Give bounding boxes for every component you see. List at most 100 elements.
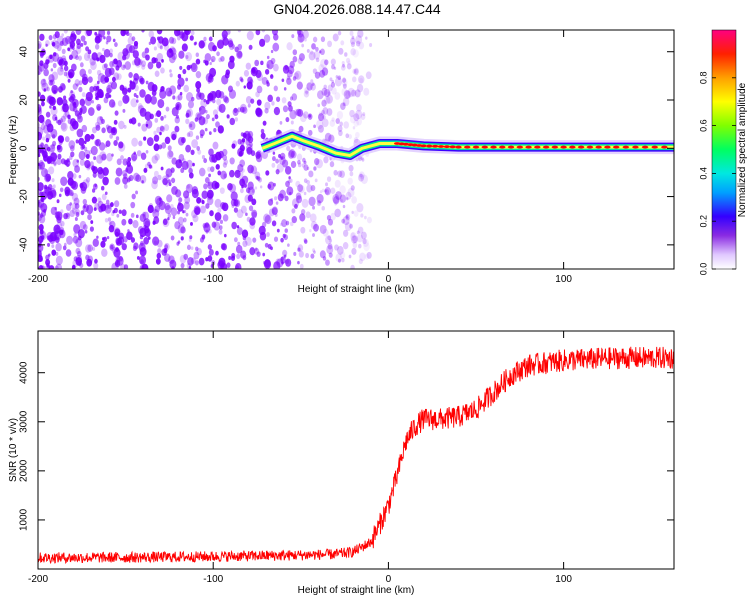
heatmap-cell bbox=[183, 209, 187, 214]
heatmap-cell bbox=[247, 194, 253, 202]
heatmap-cell bbox=[199, 129, 205, 137]
heatmap-cell bbox=[296, 81, 303, 90]
heatmap-cell bbox=[97, 197, 102, 203]
heatmap-cell bbox=[145, 80, 149, 85]
heatmap-cell bbox=[38, 104, 42, 113]
heatmap-cell bbox=[329, 119, 336, 127]
heatmap-cell bbox=[99, 151, 107, 161]
heatmap-cell bbox=[208, 148, 214, 156]
heatmap-cell bbox=[250, 98, 255, 104]
heatmap-cell bbox=[122, 64, 126, 69]
heatmap-cell bbox=[303, 160, 307, 165]
heatmap-cell bbox=[342, 215, 350, 226]
heatmap-cell bbox=[71, 207, 77, 214]
heatmap-cell bbox=[153, 170, 159, 178]
heatmap-cell bbox=[279, 189, 286, 199]
heatmap-cell bbox=[127, 229, 130, 233]
spectrogram-y-tick-label: -20 bbox=[19, 189, 30, 204]
heatmap-cell bbox=[343, 229, 349, 237]
colorbar-tick-label: 0.0 bbox=[698, 263, 708, 276]
heatmap-cell bbox=[63, 71, 68, 77]
heatmap-cell bbox=[267, 183, 272, 189]
snr-series bbox=[38, 346, 674, 565]
heatmap-cell bbox=[240, 132, 245, 137]
heatmap-cell bbox=[263, 34, 271, 43]
heatmap-cell bbox=[122, 94, 130, 104]
heatmap-cell bbox=[109, 52, 113, 58]
heatmap-cell bbox=[366, 216, 372, 224]
heatmap-cell bbox=[105, 199, 110, 205]
heatmap-cell bbox=[179, 91, 183, 96]
heatmap-cell bbox=[147, 204, 154, 214]
heatmap-cell bbox=[350, 48, 356, 56]
heatmap-cell bbox=[276, 96, 281, 102]
heatmap-cell bbox=[306, 184, 313, 193]
heatmap-cell bbox=[233, 237, 238, 243]
heatmap-cell bbox=[264, 242, 269, 248]
heatmap-cell bbox=[245, 212, 248, 216]
heatmap-cell bbox=[97, 166, 104, 175]
heatmap-cell bbox=[68, 54, 73, 60]
heatmap-cell bbox=[92, 238, 99, 248]
heatmap-cell bbox=[270, 74, 274, 78]
heatmap-cell bbox=[44, 169, 49, 175]
snr-x-ticks: -200 -100 0 100 bbox=[28, 331, 572, 585]
ridge-core bbox=[431, 144, 439, 148]
heatmap-cell bbox=[123, 124, 127, 129]
heatmap-cell bbox=[137, 122, 141, 127]
heatmap-cell bbox=[75, 55, 79, 61]
heatmap-cell bbox=[190, 257, 196, 265]
heatmap-cell bbox=[170, 207, 178, 217]
ridge-core bbox=[464, 145, 471, 149]
heatmap-cell bbox=[313, 166, 317, 171]
heatmap-cell bbox=[271, 162, 276, 168]
heatmap-cell bbox=[259, 231, 267, 241]
heatmap-cell bbox=[63, 242, 67, 247]
heatmap-cell bbox=[69, 145, 75, 152]
heatmap-cell bbox=[68, 72, 74, 79]
heatmap-cell bbox=[164, 244, 169, 250]
heatmap-cell bbox=[45, 133, 51, 141]
heatmap-cell bbox=[297, 244, 304, 252]
heatmap-cell bbox=[339, 198, 343, 203]
heatmap-cell bbox=[326, 214, 332, 221]
heatmap-cell bbox=[108, 221, 112, 226]
heatmap-cell bbox=[161, 142, 167, 149]
heatmap-cell bbox=[72, 83, 78, 91]
heatmap-cell bbox=[38, 40, 42, 49]
heatmap-cell bbox=[343, 121, 350, 129]
heatmap-cell bbox=[332, 33, 339, 42]
heatmap-cell bbox=[337, 125, 343, 132]
heatmap-cell bbox=[46, 191, 54, 200]
heatmap-cell bbox=[287, 179, 291, 184]
heatmap-cell bbox=[334, 92, 341, 100]
heatmap-cell bbox=[209, 61, 212, 66]
heatmap-cell bbox=[123, 183, 128, 189]
heatmap-cell bbox=[84, 30, 91, 37]
heatmap-cell bbox=[182, 68, 187, 75]
heatmap-cell bbox=[108, 224, 115, 233]
heatmap-cell bbox=[55, 242, 62, 252]
heatmap-cell bbox=[38, 65, 43, 76]
heatmap-cell bbox=[295, 192, 302, 200]
heatmap-cell bbox=[75, 211, 80, 217]
heatmap-cell bbox=[327, 84, 333, 92]
heatmap-cell bbox=[219, 225, 223, 230]
heatmap-cell bbox=[355, 40, 361, 47]
heatmap-cell bbox=[249, 79, 254, 85]
heatmap-cell bbox=[271, 207, 278, 216]
heatmap-cell bbox=[145, 119, 153, 129]
heatmap-cell bbox=[38, 265, 44, 269]
heatmap-cell bbox=[55, 119, 59, 124]
heatmap-cell bbox=[79, 98, 86, 107]
heatmap-cell bbox=[324, 189, 330, 195]
heatmap-cell bbox=[147, 61, 154, 70]
heatmap-cell bbox=[48, 166, 55, 175]
heatmap-cell bbox=[302, 157, 306, 163]
heatmap-cell bbox=[43, 124, 50, 134]
heatmap-cell bbox=[143, 167, 148, 173]
heatmap-cell bbox=[298, 185, 305, 194]
heatmap-cell bbox=[43, 208, 47, 213]
heatmap-cell bbox=[108, 67, 115, 76]
heatmap-cell bbox=[345, 133, 350, 139]
